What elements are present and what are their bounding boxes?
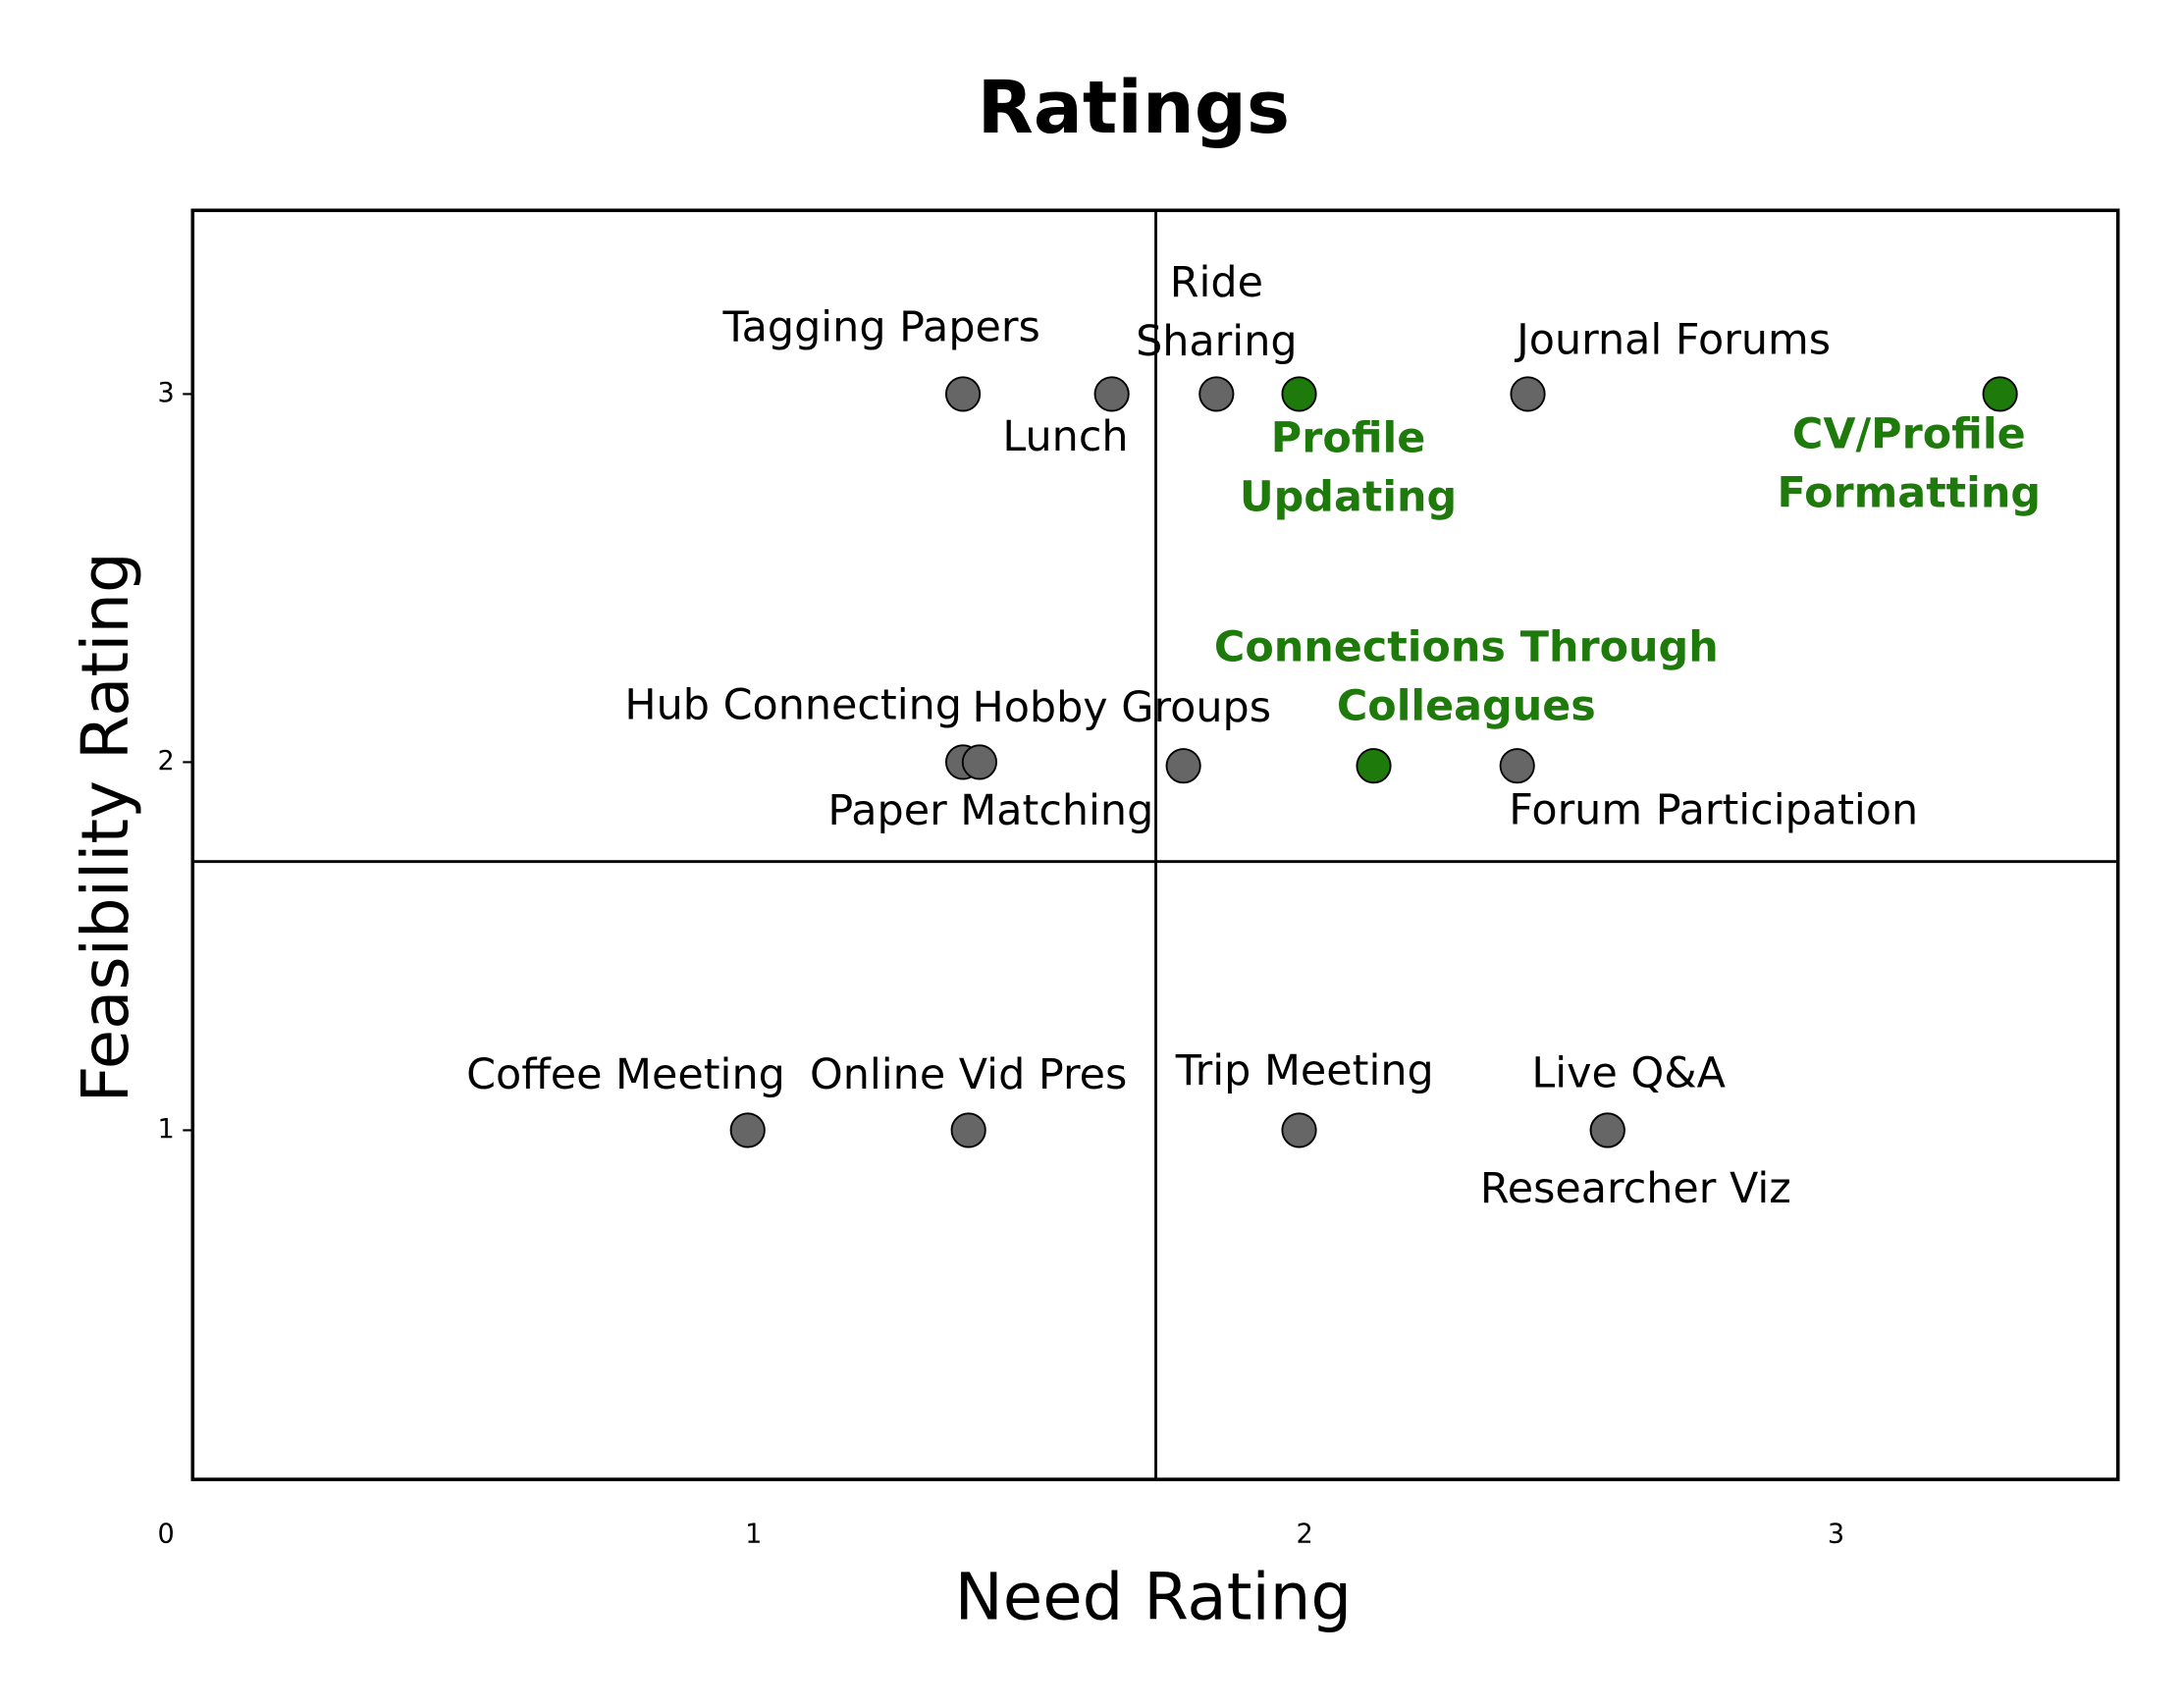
x-tick-label: 3: [1828, 1519, 1844, 1549]
chart-title: Ratings: [978, 65, 1291, 150]
data-point: [1982, 376, 2018, 412]
data-point-label: Connections Through Colleagues: [1214, 622, 1719, 730]
data-point-label: Hobby Groups: [972, 683, 1271, 732]
data-point: [1510, 376, 1546, 412]
data-point: [1281, 376, 1317, 412]
data-point-label: Live Q&A: [1531, 1048, 1726, 1097]
y-tick-label: 2: [157, 746, 174, 776]
y-axis-label: Feasibility Rating: [69, 552, 143, 1102]
data-point-label: Researcher Viz: [1480, 1163, 1791, 1212]
x-tick-label: 1: [745, 1519, 762, 1549]
x-tick-label: 0: [158, 1519, 175, 1549]
data-point: [961, 744, 997, 780]
data-point-label: Hub Connecting: [624, 680, 962, 729]
data-point: [950, 1112, 986, 1148]
data-point: [944, 376, 982, 412]
x-axis-label: Need Rating: [955, 1560, 1352, 1634]
data-point-label: CV/Profile Formatting: [1778, 409, 2041, 517]
data-point-label: Lunch: [1002, 412, 1128, 461]
data-point-label: Trip Meeting: [1175, 1045, 1434, 1094]
data-point: [1281, 1112, 1317, 1148]
data-point-label: Coffee Meeting: [466, 1050, 785, 1099]
data-point-label: Ride Sharing: [1136, 258, 1297, 366]
data-point-label: Journal Forums: [1514, 315, 1831, 364]
y-tick-label: 1: [157, 1114, 174, 1145]
data-point: [1589, 1112, 1625, 1148]
data-point: [1165, 748, 1201, 784]
data-point: [1198, 376, 1235, 412]
data-point: [1093, 376, 1130, 412]
data-point: [1356, 748, 1392, 784]
data-point-label: Online Vid Pres: [810, 1050, 1127, 1099]
data-point-label: Tagging Papers: [722, 302, 1040, 351]
x-tick-label: 2: [1297, 1519, 1313, 1549]
data-point-label: Profile Updating: [1240, 413, 1457, 521]
data-point: [1499, 748, 1535, 784]
data-point: [729, 1112, 766, 1148]
data-point-label: Paper Matching: [827, 785, 1153, 834]
y-tick-label: 3: [157, 378, 174, 408]
data-point-label: Forum Participation: [1509, 785, 1918, 834]
